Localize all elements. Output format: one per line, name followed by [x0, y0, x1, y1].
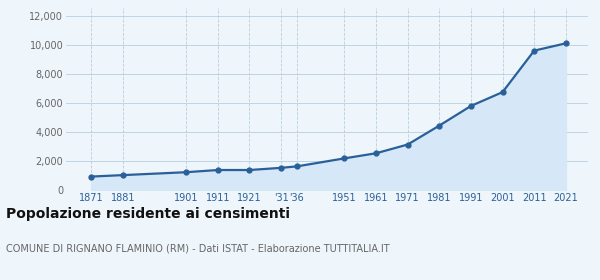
Text: COMUNE DI RIGNANO FLAMINIO (RM) - Dati ISTAT - Elaborazione TUTTITALIA.IT: COMUNE DI RIGNANO FLAMINIO (RM) - Dati I… — [6, 244, 389, 254]
Text: Popolazione residente ai censimenti: Popolazione residente ai censimenti — [6, 207, 290, 221]
